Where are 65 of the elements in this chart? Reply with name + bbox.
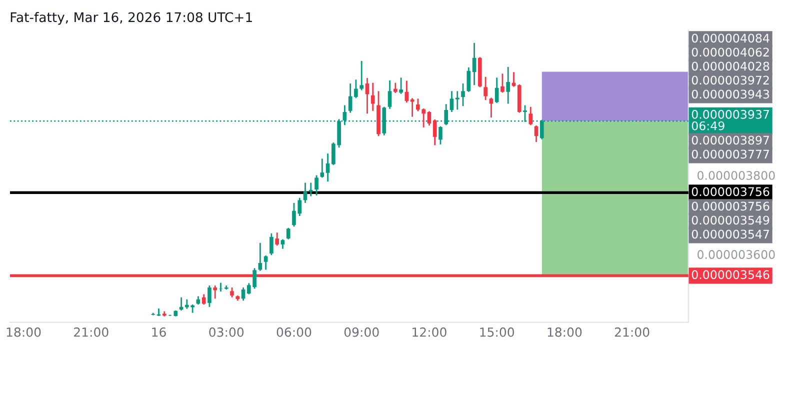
x-tick-label: 21:00 — [614, 327, 650, 337]
candlestick — [466, 66, 471, 93]
candlestick — [393, 82, 398, 94]
candlestick — [218, 282, 223, 292]
candlestick — [270, 232, 274, 256]
text: 0.000003777 — [692, 150, 769, 159]
candlestick — [455, 90, 460, 110]
x-tick-label: 18:00 — [548, 327, 582, 337]
x-tick-label: 16 — [152, 327, 166, 337]
x-tick-label: 06:00 — [276, 327, 312, 337]
chart-title: Fat-fatty, Mar 16, 2026 17:08 UTC+1 — [10, 12, 252, 25]
text: 0.000003972 — [692, 76, 769, 85]
text: 0.000003897 — [692, 136, 769, 145]
candlestick — [280, 238, 285, 250]
candlestick — [348, 82, 352, 114]
candlestick — [286, 227, 290, 240]
candlestick — [264, 254, 268, 270]
text: 0.000003756 — [692, 202, 770, 211]
text: 0.000004028 — [692, 62, 770, 71]
candlestick — [500, 72, 504, 94]
candlestick — [314, 174, 318, 196]
candlestick — [399, 76, 403, 95]
candlestick — [416, 98, 420, 112]
text: 0.000003547 — [692, 230, 769, 239]
candlestick — [472, 42, 476, 86]
x-tick-label: 18:00 — [6, 327, 41, 337]
candlestick — [320, 158, 324, 178]
candlestick — [438, 126, 442, 146]
candlestick — [303, 182, 308, 204]
candlestick — [208, 284, 212, 308]
candlestick — [506, 66, 510, 104]
candlestick — [308, 182, 313, 197]
text: 0.000004062 — [692, 48, 769, 57]
candlestick — [354, 78, 358, 99]
y-tick-label: 0.000003800 — [698, 170, 775, 180]
candlestick — [404, 80, 409, 104]
x-tick-label: 12:00 — [412, 327, 446, 337]
candlestick — [432, 118, 437, 146]
candlestick — [422, 108, 426, 128]
candlestick — [213, 284, 218, 300]
candlestick — [365, 77, 370, 114]
x-tick-label: 03:00 — [209, 327, 244, 337]
candlestick — [484, 76, 488, 101]
text: 0.000004084 — [692, 34, 770, 43]
ref-line-label: 0.000003937 06:49 — [692, 110, 769, 130]
candlestick — [427, 110, 432, 126]
y-tick-label: 0.000003600 — [698, 250, 775, 259]
candlestick — [528, 106, 533, 126]
x-tick-label: 15:00 — [480, 327, 514, 337]
ref-line-label: 0.000003756 — [692, 187, 770, 196]
candlestick — [494, 76, 499, 104]
candlestick — [241, 286, 246, 302]
candlestick — [388, 80, 392, 110]
candlestick — [450, 90, 454, 113]
candlestick — [230, 286, 234, 298]
candlestick — [360, 60, 364, 91]
candlestick — [326, 152, 330, 182]
candlestick — [461, 82, 465, 107]
x-tick-label: 09:00 — [344, 327, 379, 337]
ref-line-label: 0.000003546 — [692, 270, 770, 280]
text: 0.000003549 — [692, 216, 770, 225]
candlestick — [275, 232, 279, 246]
x-tick-label: 21:00 — [74, 327, 108, 337]
text: 0.000003943 — [692, 90, 770, 99]
candlestick — [370, 82, 375, 112]
